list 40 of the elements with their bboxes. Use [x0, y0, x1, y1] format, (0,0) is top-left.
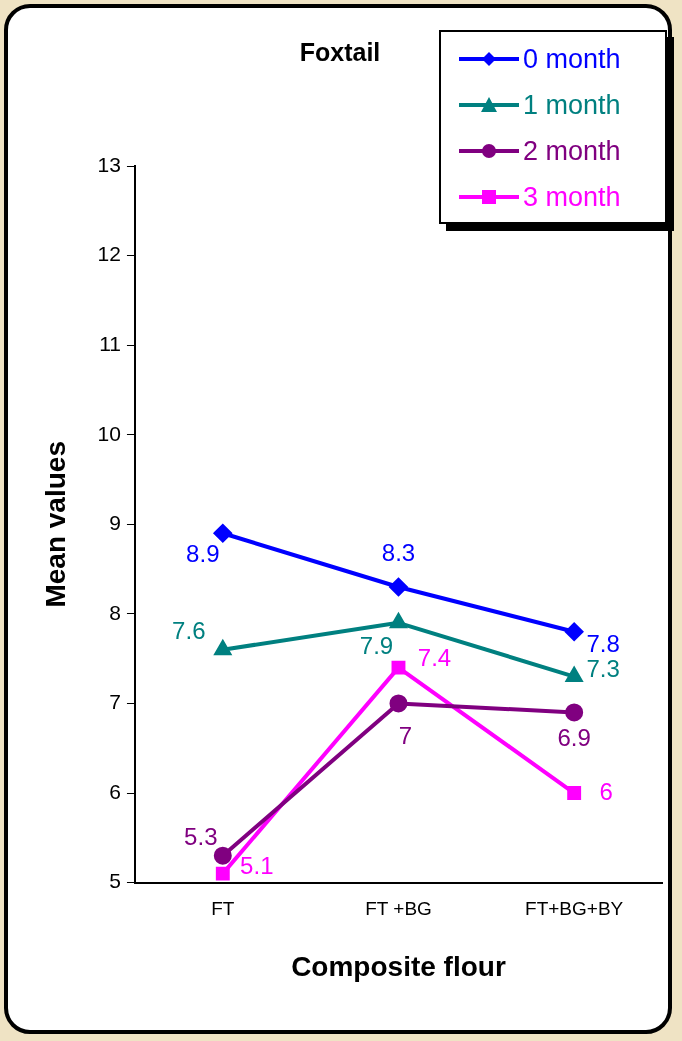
data-label: 7.6	[172, 617, 206, 645]
x-tick-label: FT+BG+BY	[525, 898, 624, 920]
point	[565, 703, 584, 722]
x-tick-label: FT	[211, 898, 235, 920]
point	[213, 846, 232, 865]
y-tick-label: 5	[109, 869, 121, 893]
data-label: 5.3	[184, 823, 218, 851]
y-tick-label: 13	[97, 152, 121, 176]
y-tick-label: 7	[109, 690, 121, 714]
x-axis-title: Composite flour	[291, 950, 506, 982]
data-label: 7	[398, 722, 413, 750]
legend-label: 3 month	[523, 181, 621, 213]
data-label: 7.9	[359, 632, 394, 660]
point	[391, 660, 406, 675]
y-tick-label: 11	[99, 331, 121, 355]
data-label: 6	[599, 777, 613, 805]
y-tick-label: 8	[109, 600, 121, 624]
data-label: 7.8	[586, 630, 620, 658]
data-label: 7.4	[417, 644, 452, 672]
y-tick-label: 6	[109, 779, 121, 803]
point	[215, 866, 230, 881]
y-tick-label: 9	[109, 511, 121, 535]
legend-label: 0 month	[523, 43, 621, 75]
data-label: 8.3	[381, 538, 416, 566]
point	[567, 786, 582, 800]
legend-label: 2 month	[523, 135, 621, 167]
point	[213, 524, 232, 543]
data-label: 8.9	[186, 539, 220, 567]
point	[389, 578, 408, 596]
chart-title: Foxtail	[298, 38, 382, 67]
data-label: 7.3	[586, 655, 620, 683]
x-tick-label: FT +BG	[365, 898, 432, 920]
point	[565, 622, 584, 641]
y-tick-label: 12	[97, 242, 121, 266]
y-tick-label: 10	[97, 421, 121, 445]
data-label: 5.1	[240, 852, 274, 880]
point	[389, 694, 408, 713]
y-axis-title: Mean values	[39, 441, 71, 608]
data-label: 6.9	[557, 724, 591, 752]
legend-label: 1 month	[523, 89, 621, 121]
